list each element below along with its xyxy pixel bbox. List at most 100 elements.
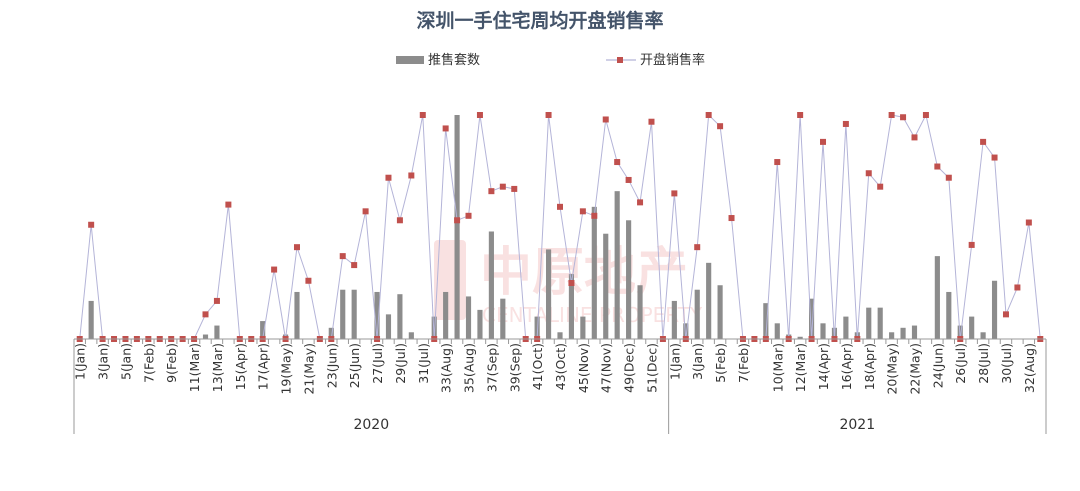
line-point (888, 112, 895, 118)
bar (809, 298, 815, 339)
bar (340, 289, 346, 339)
bar (946, 291, 952, 339)
x-tick-label: 19(May) (279, 343, 294, 395)
line-point (351, 262, 358, 269)
line-point (271, 266, 278, 273)
x-tick-label: 1(Jan) (73, 343, 88, 380)
legend-label-line: 开盘销售率 (640, 52, 705, 68)
line-point (705, 112, 712, 118)
line-point (648, 118, 655, 125)
line-point (671, 190, 678, 197)
line-point (637, 199, 644, 206)
line-point (442, 125, 449, 132)
x-tick-label: 20(May) (885, 343, 900, 395)
bar (454, 115, 460, 339)
line-point (934, 163, 941, 170)
bar (980, 332, 986, 339)
line-point (694, 244, 701, 251)
bar (683, 323, 689, 339)
line-point (625, 176, 632, 183)
x-tick-label: 3(Jan) (96, 343, 111, 380)
bar (866, 307, 872, 339)
x-tick-label: 47(Nov) (599, 343, 614, 393)
bar (591, 206, 597, 339)
bar (351, 289, 357, 339)
legend: 推售套数 开盘销售率 (396, 52, 705, 68)
bar (843, 316, 849, 339)
line-point (877, 183, 884, 190)
line-point (980, 138, 987, 145)
line-point (922, 112, 929, 118)
line-point (499, 183, 506, 190)
line-point (911, 134, 918, 141)
line-point (225, 201, 232, 208)
x-tick-label: 45(Nov) (576, 343, 591, 393)
x-tick-label: 30(Jul) (999, 343, 1014, 384)
line-point (579, 208, 586, 215)
legend-label-bar: 推售套数 (428, 52, 480, 68)
x-tick-label: 29(Jul) (393, 343, 408, 384)
x-tick-label: 27(Jul) (370, 343, 385, 384)
bar (774, 323, 780, 339)
bar (991, 280, 998, 339)
bar (431, 316, 437, 339)
year-label-2020: 2020 (353, 417, 389, 433)
line-point (968, 241, 975, 248)
line-point (717, 123, 724, 130)
line-point (293, 244, 300, 251)
x-tick-label: 10(Mar) (770, 343, 785, 392)
x-tick-label: 11(Mar) (187, 343, 202, 392)
line-point (945, 174, 952, 181)
line-point (476, 112, 483, 118)
bar (465, 296, 472, 339)
line-point (1025, 219, 1032, 226)
year-label-2021: 2021 (839, 417, 875, 433)
line-point (774, 159, 781, 166)
bar (557, 332, 563, 339)
x-tick-label: 41(Oct) (530, 343, 545, 390)
line-point (820, 138, 827, 145)
bar (408, 332, 414, 339)
x-tick-label: 7(Feb) (736, 343, 751, 383)
chart-title: 深圳一手住宅周均开盘销售率 (416, 10, 664, 32)
x-tick-label: 9(Feb) (164, 343, 179, 383)
bar (671, 300, 677, 339)
line-point (396, 217, 403, 224)
line-point (1014, 284, 1021, 291)
line-point (213, 297, 220, 304)
x-tick-label: 49(Dec) (622, 343, 637, 393)
bar (900, 327, 906, 339)
x-tick-label: 14(Apr) (816, 343, 831, 390)
bar (934, 256, 940, 339)
legend-swatch-bar (396, 56, 424, 64)
line-point (557, 203, 563, 210)
bar (397, 294, 403, 339)
bar (820, 323, 826, 339)
bar (477, 309, 483, 339)
x-tick-label: 18(Apr) (862, 343, 877, 390)
x-tick-label: 1(Jan) (667, 343, 682, 380)
x-tick-label: 26(Jul) (953, 343, 968, 384)
x-tick-label: 51(Dec) (644, 343, 659, 393)
bar (580, 316, 586, 339)
x-tick-label: 32(Aug) (1022, 343, 1037, 393)
x-tick-label: 16(Apr) (839, 343, 854, 390)
line-point (362, 208, 369, 215)
x-tick-label: 24(Jun) (930, 343, 945, 388)
bar (877, 307, 883, 339)
bar (706, 262, 712, 339)
x-tick-label: 15(Apr) (233, 343, 248, 390)
bar (545, 249, 552, 339)
x-axis: 1(Jan) 3(Jan) 5(Jan) 7(Feb) 9(Feb) 11(Mar) 13(… (73, 338, 1047, 434)
line-point (88, 221, 95, 228)
bar (694, 289, 700, 339)
bar (214, 325, 220, 339)
line-point (488, 188, 495, 195)
line-point (419, 112, 426, 118)
bar (603, 233, 609, 339)
line-point (454, 217, 461, 224)
bar (500, 298, 506, 339)
bar (889, 332, 895, 339)
line-point (728, 215, 735, 222)
